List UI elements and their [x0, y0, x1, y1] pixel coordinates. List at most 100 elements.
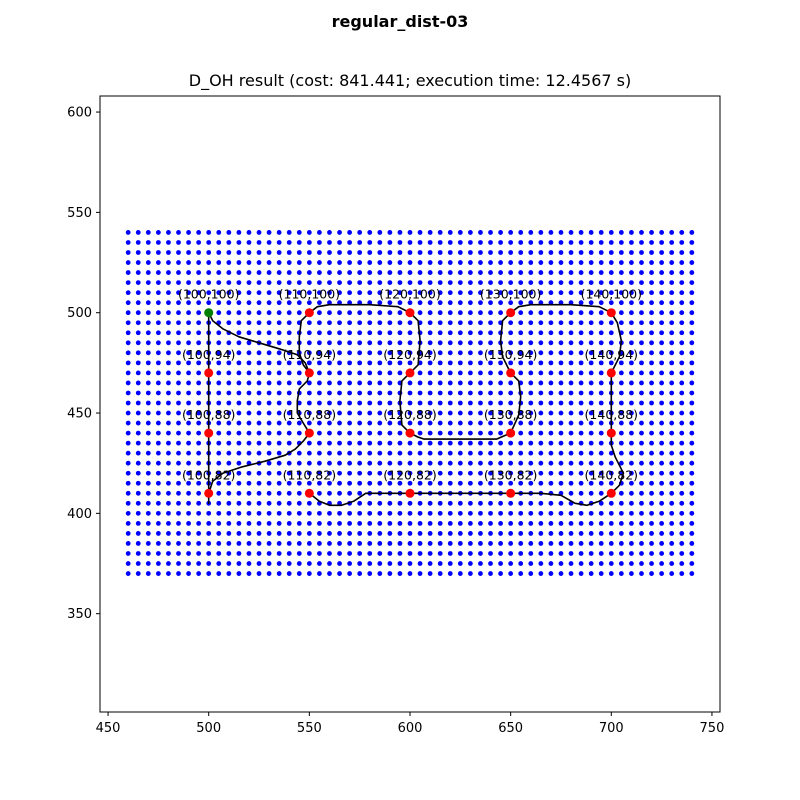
grid-point: [327, 310, 332, 316]
grid-point: [125, 320, 131, 326]
grid-point: [226, 380, 232, 386]
grid-point: [518, 470, 524, 476]
grid-point: [508, 350, 514, 356]
grid-point: [286, 561, 292, 566]
grid-point: [588, 260, 594, 265]
grid-point: [286, 541, 292, 546]
grid-point: [216, 350, 222, 356]
grid-point: [518, 360, 524, 366]
grid-point: [306, 360, 312, 366]
grid-point: [649, 260, 654, 265]
target-point: [304, 488, 314, 498]
grid-point: [317, 380, 322, 386]
grid-point: [296, 480, 302, 486]
grid-point: [145, 430, 151, 436]
grid-point: [145, 230, 151, 235]
grid-point: [407, 510, 413, 516]
grid-point: [125, 370, 131, 376]
grid-point: [216, 310, 222, 316]
grid-point: [286, 230, 292, 235]
grid-point: [518, 541, 524, 546]
grid-point: [548, 450, 554, 456]
grid-point: [347, 400, 353, 406]
grid-point: [578, 520, 584, 526]
grid-point: [669, 310, 675, 316]
target-point: [204, 368, 214, 378]
grid-point: [387, 230, 393, 235]
grid-point: [216, 460, 222, 466]
grid-point: [296, 290, 302, 296]
grid-point: [447, 230, 453, 235]
grid-point: [548, 250, 554, 255]
grid-point: [649, 561, 654, 566]
grid-point: [276, 290, 282, 296]
grid-point: [508, 230, 514, 235]
grid-point: [639, 330, 644, 336]
grid-point: [427, 571, 433, 576]
target-label: (120,94): [383, 347, 437, 362]
grid-point: [176, 450, 181, 456]
grid-point: [568, 440, 574, 446]
grid-point: [669, 450, 675, 456]
grid-point: [558, 551, 564, 556]
grid-point: [689, 520, 695, 526]
grid-point: [216, 260, 222, 265]
grid-point: [166, 420, 171, 426]
grid-point: [327, 541, 332, 546]
grid-point: [145, 340, 151, 346]
grid-point: [467, 290, 473, 296]
grid-point: [649, 480, 654, 486]
grid-point: [367, 450, 373, 456]
grid-point: [266, 551, 272, 556]
grid-point: [498, 470, 503, 476]
grid-point: [166, 480, 171, 486]
grid-point: [347, 450, 353, 456]
grid-point: [246, 470, 252, 476]
grid-point: [145, 460, 151, 466]
grid-point: [578, 340, 584, 346]
target-label: (120,88): [383, 407, 437, 422]
grid-point: [578, 571, 584, 576]
grid-point: [357, 520, 363, 526]
grid-point: [256, 531, 262, 536]
grid-point: [578, 420, 584, 426]
grid-point: [558, 260, 564, 265]
grid-point: [608, 531, 614, 536]
grid-point: [679, 430, 685, 436]
grid-point: [417, 450, 423, 456]
grid-point: [377, 390, 383, 396]
grid-point: [397, 280, 403, 286]
grid-point: [478, 510, 483, 516]
grid-point: [679, 531, 685, 536]
grid-point: [337, 400, 342, 406]
grid-point: [608, 260, 614, 265]
grid-point: [649, 280, 654, 286]
grid-point: [246, 551, 252, 556]
grid-point: [397, 230, 403, 235]
grid-point: [478, 531, 483, 536]
grid-point: [437, 320, 443, 326]
grid-point: [669, 260, 675, 265]
grid-point: [397, 551, 403, 556]
grid-point: [327, 330, 332, 336]
grid-point: [337, 430, 342, 436]
y-tick-label: 550: [67, 206, 92, 221]
grid-point: [558, 410, 564, 416]
grid-point: [437, 390, 443, 396]
grid-point: [568, 300, 574, 306]
grid-point: [155, 571, 161, 576]
grid-point: [598, 420, 604, 426]
grid-point: [296, 571, 302, 576]
grid-point: [166, 370, 171, 376]
grid-point: [145, 310, 151, 316]
grid-point: [246, 430, 252, 436]
grid-point: [206, 531, 212, 536]
grid-point: [226, 280, 232, 286]
grid-point: [306, 350, 312, 356]
grid-point: [618, 571, 624, 576]
grid-point: [508, 470, 514, 476]
grid-point: [478, 480, 483, 486]
grid-point: [538, 531, 544, 536]
grid-point: [367, 390, 373, 396]
